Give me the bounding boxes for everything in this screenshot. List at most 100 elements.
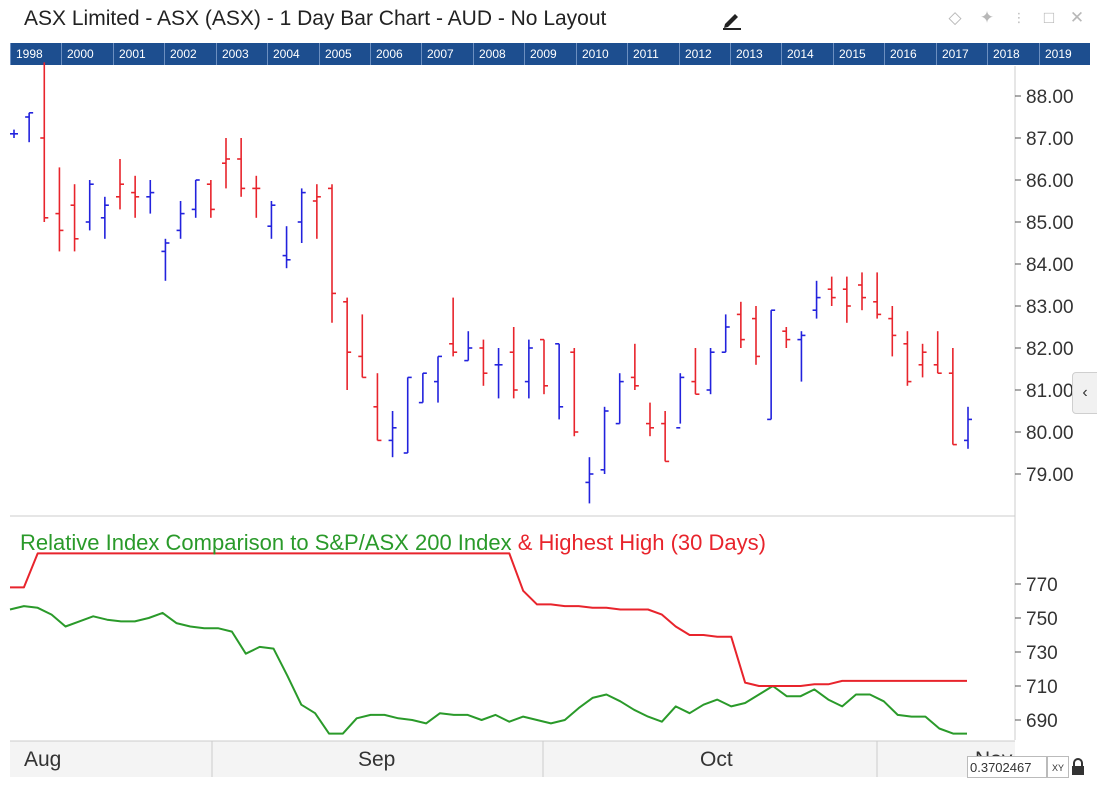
ohlc-bar (222, 138, 230, 189)
indicator-tick-label: 730 (1026, 643, 1058, 664)
detach-icon[interactable]: ⋮ (1012, 10, 1026, 25)
year-label[interactable]: 1998 (16, 47, 43, 61)
ohlc-bar (418, 372, 427, 404)
price-tick-label: 80.00 (1026, 423, 1074, 444)
year-separator (936, 43, 937, 65)
month-label: Sep (358, 748, 395, 771)
crosshair-readout: 0.3702467 (967, 756, 1047, 778)
ohlc-bar (449, 297, 458, 357)
indicator-legend: Relative Index Comparison to S&P/ASX 200… (20, 530, 766, 555)
indicator-legend-text: Relative Index Comparison to S&P/ASX 200… (20, 530, 766, 555)
year-label[interactable]: 2016 (890, 47, 917, 61)
indicator-line (10, 552, 967, 687)
diamond-icon[interactable]: ◇ (948, 8, 962, 27)
ohlc-bar (615, 373, 624, 425)
ohlc-bar (191, 179, 200, 218)
year-label[interactable]: 2013 (736, 47, 763, 61)
ohlc-bar (403, 376, 412, 454)
year-label[interactable]: 2004 (273, 47, 300, 61)
ohlc-bar (176, 201, 185, 239)
year-separator (524, 43, 525, 65)
ohlc-bar (736, 301, 745, 348)
ohlc-bar (131, 175, 140, 218)
ohlc-bar (706, 348, 715, 395)
price-tick-label: 79.00 (1026, 465, 1074, 486)
year-separator (10, 43, 11, 65)
ohlc-bar (161, 238, 170, 281)
ohlc-bar (388, 411, 397, 458)
close-icon[interactable]: ✕ (1069, 8, 1085, 27)
pin-icon[interactable]: ✦ (979, 8, 995, 27)
year-separator (421, 43, 422, 65)
year-label[interactable]: 2010 (582, 47, 609, 61)
ohlc-bar (464, 331, 473, 362)
year-label[interactable]: 2011 (633, 47, 659, 61)
ohlc-bar (524, 339, 533, 399)
ohlc-bar (297, 188, 306, 243)
year-label[interactable]: 2017 (942, 47, 969, 61)
year-label[interactable]: 2002 (170, 47, 197, 61)
ohlc-bar (312, 184, 321, 239)
indicator-line (9, 605, 967, 735)
year-separator (781, 43, 782, 65)
ohlc-bar (116, 159, 124, 210)
ohlc-bar (267, 201, 276, 239)
ohlc-bar (873, 272, 882, 319)
month-label: Aug (24, 748, 61, 771)
edit-icon[interactable] (721, 8, 743, 30)
year-navigator[interactable]: 1998 2000 2001 2002 2003 2004 2005 2006 2007 2008… (10, 43, 1090, 65)
ohlc-bar (70, 184, 79, 252)
ohlc-bar (721, 314, 730, 354)
ohlc-bar (10, 129, 18, 138)
year-label[interactable]: 2008 (479, 47, 506, 61)
ohlc-bar (328, 184, 336, 323)
ohlc-bar (509, 327, 518, 399)
price-tick-label: 83.00 (1026, 297, 1074, 318)
ohlc-bar (964, 406, 972, 449)
ohlc-bar (146, 180, 155, 214)
price-tick-label: 82.00 (1026, 339, 1074, 360)
year-label[interactable]: 2006 (376, 47, 403, 61)
price-tick-label: 81.00 (1026, 381, 1074, 402)
ohlc-bar (797, 331, 806, 382)
maximize-icon[interactable]: □ (1043, 8, 1055, 27)
price-axis: 88.00 87.00 86.00 85.00 84.00 83.00 82.00 81.00… (1015, 87, 1074, 486)
year-separator (884, 43, 885, 65)
xy-toggle-button[interactable]: XY (1047, 756, 1069, 778)
lock-icon[interactable] (1071, 758, 1085, 776)
year-label[interactable]: 2009 (530, 47, 557, 61)
ohlc-bar (252, 175, 261, 218)
year-label[interactable]: 2014 (787, 47, 814, 61)
ohlc-bar (933, 331, 942, 375)
year-separator (730, 43, 731, 65)
collapse-panel-button[interactable]: ‹ (1072, 372, 1097, 414)
title-bar: ASX Limited - ASX (ASX) - 1 Day Bar Char… (0, 0, 1097, 40)
indicator-lines (9, 552, 967, 735)
price-tick-label: 87.00 (1026, 129, 1074, 150)
year-separator (216, 43, 217, 65)
year-label[interactable]: 2012 (685, 47, 712, 61)
legend-entry: & Highest High (30 Days) (512, 530, 766, 555)
ohlc-bar (691, 348, 700, 396)
ohlc-bar (237, 138, 246, 197)
year-separator (627, 43, 628, 65)
ohlc-bar (40, 62, 49, 222)
year-separator (987, 43, 988, 65)
ohlc-bar (646, 402, 654, 437)
year-label[interactable]: 2015 (839, 47, 866, 61)
year-label[interactable]: 2019 (1045, 47, 1072, 61)
indicator-tick-label: 770 (1026, 575, 1058, 596)
ohlc-bar (630, 343, 639, 390)
year-separator (164, 43, 165, 65)
window-title: ASX Limited - ASX (ASX) - 1 Day Bar Char… (24, 7, 607, 30)
year-label[interactable]: 2003 (222, 47, 249, 61)
year-label[interactable]: 2001 (119, 47, 146, 61)
year-label[interactable]: 2018 (993, 47, 1020, 61)
year-label[interactable]: 2000 (67, 47, 94, 61)
year-label[interactable]: 2005 (325, 47, 352, 61)
month-label: Oct (700, 748, 733, 771)
legend-entry: Relative Index Comparison to S&P/ASX 200… (20, 530, 512, 555)
year-separator (113, 43, 114, 65)
year-label[interactable]: 2007 (427, 47, 454, 61)
